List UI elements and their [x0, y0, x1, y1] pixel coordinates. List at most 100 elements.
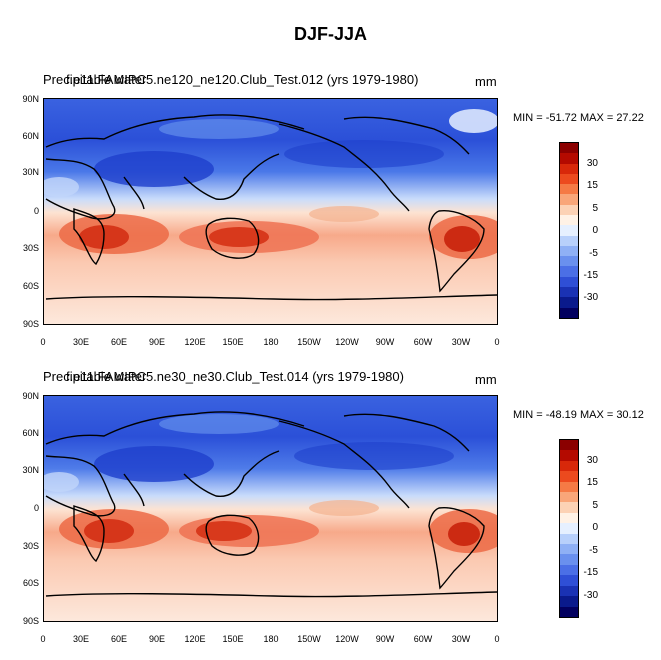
panel-1-lon-tick: 90E: [148, 337, 165, 347]
panel-2-lon-tick: 90W: [375, 634, 395, 644]
colorbar-swatch: [560, 440, 578, 451]
colorbar-swatch: [560, 460, 578, 472]
panel-2-lon-tick: 120E: [184, 634, 206, 644]
panel-1-colorbar-label: -15: [583, 270, 598, 281]
panel-2-lon-tick: 120W: [335, 634, 359, 644]
panel-2-lon-tick: 150W: [297, 634, 321, 644]
panel-1-lon-tick: 90W: [375, 337, 395, 347]
panel-1-lon-tick: 60E: [110, 337, 127, 347]
panel-1-case-label: f.e11.FAMIPC5.ne120_ne120.Club_Test.012 …: [66, 72, 419, 87]
colorbar-swatch: [560, 512, 578, 524]
colorbar-swatch: [560, 153, 578, 164]
panel-2-title: Precipitable water f.e11.FAMIPC5.ne30_ne…: [43, 369, 503, 385]
colorbar-swatch: [560, 471, 578, 482]
panel-1-lon-tick: 150W: [297, 337, 321, 347]
colorbar-swatch: [560, 492, 578, 503]
panel-1-title: Precipitable water f.e11.FAMIPC5.ne120_n…: [43, 72, 503, 88]
colorbar-swatch: [560, 564, 578, 576]
panel-1-lon-tick: 0: [494, 337, 500, 347]
panel-2-lon-tick: 60E: [110, 634, 127, 644]
colorbar-swatch: [560, 575, 578, 586]
colorbar-swatch: [560, 245, 578, 257]
panel-1-colorbar: [559, 142, 579, 319]
colorbar-swatch: [560, 173, 578, 185]
colorbar-swatch: [560, 276, 578, 287]
panel-2-case-label: f.e11.FAMIPC5.ne30_ne30.Club_Test.014 (y…: [66, 369, 404, 384]
colorbar-swatch: [560, 297, 578, 308]
panel-1-lat-tick: 60S: [22, 281, 39, 291]
panel-2-colorbar-label: -15: [583, 567, 598, 578]
panel-2-lat-tick: 60S: [22, 578, 39, 588]
colorbar-swatch: [560, 163, 578, 174]
panel-1-minmax: MIN = -51.72 MAX = 27.22: [513, 112, 644, 124]
panel-2-map: [43, 395, 498, 622]
panel-2-lon-tick: 30W: [451, 634, 471, 644]
panel-1-lon-tick: 0: [40, 337, 46, 347]
panel-1-lon-tick: 30W: [451, 337, 471, 347]
panel-2-colorbar-label: -30: [583, 590, 598, 601]
panel-1-map: [43, 98, 498, 325]
panel-2-lon-tick: 60W: [413, 634, 433, 644]
panel-2-colorbar-label: 0: [592, 522, 598, 533]
colorbar-swatch: [560, 502, 578, 513]
panel-2-lat-tick: 90S: [22, 616, 39, 626]
panel-2-lat-tick: 30S: [22, 541, 39, 551]
panel-2-lat-tick: 90N: [22, 391, 39, 401]
panel-2-minmax: MIN = -48.19 MAX = 30.12: [513, 409, 644, 421]
panel-2-colorbar-label: 5: [592, 500, 598, 511]
panel-1-lat-tick: 90N: [22, 94, 39, 104]
panel-1-lon-tick: 120E: [184, 337, 206, 347]
panel-2-colorbar: [559, 439, 579, 618]
panel-1-lon-tick: 120W: [335, 337, 359, 347]
panel-2-lon-tick: 180: [263, 634, 279, 644]
panel-1-map-svg: [44, 99, 497, 324]
panel-2-lon-tick: 30E: [72, 634, 89, 644]
panel-2-colorbar-label: 15: [586, 477, 598, 488]
panel-1-lon-tick: 30E: [72, 337, 89, 347]
colorbar-swatch: [560, 544, 578, 555]
panel-1-colorbar-label: 30: [586, 158, 598, 169]
colorbar-swatch: [560, 286, 578, 298]
panel-1-units: mm: [475, 74, 497, 89]
colorbar-swatch: [560, 554, 578, 565]
colorbar-swatch: [560, 481, 578, 493]
colorbar-swatch: [560, 266, 578, 277]
colorbar-swatch: [560, 194, 578, 205]
panel-1-lat-tick: 60N: [22, 131, 39, 141]
panel-2-lat-tick: 30N: [22, 465, 39, 475]
panel-2-map-svg: [44, 396, 497, 621]
panel-2-lon-tick: 150E: [222, 634, 244, 644]
colorbar-swatch: [560, 585, 578, 597]
panel-1-colorbar-label: 5: [592, 203, 598, 214]
colorbar-swatch: [560, 225, 578, 236]
colorbar-swatch: [560, 235, 578, 246]
panel-1-lat-tick: 0: [33, 206, 39, 216]
colorbar-swatch: [560, 204, 578, 215]
panel-1-colorbar-label: -5: [589, 248, 598, 259]
colorbar-swatch: [560, 307, 578, 318]
colorbar-swatch: [560, 596, 578, 607]
panel-2-lon-tick: 0: [40, 634, 46, 644]
panel-1-lat-tick: 30S: [22, 243, 39, 253]
panel-2-lat-tick: 0: [33, 503, 39, 513]
colorbar-swatch: [560, 533, 578, 545]
panel-2-variable-label: Precipitable water: [43, 369, 147, 384]
colorbar-swatch: [560, 606, 578, 617]
panel-2-lat-tick: 60N: [22, 428, 39, 438]
panel-1-lat-tick: 90S: [22, 319, 39, 329]
panel-1-lon-tick: 180: [263, 337, 279, 347]
panel-1-colorbar-label: -30: [583, 292, 598, 303]
panel-2-units: mm: [475, 372, 497, 387]
colorbar-swatch: [560, 256, 578, 267]
panel-2-colorbar-label: 30: [586, 455, 598, 466]
panel-1-variable-label: Precipitable water: [43, 72, 147, 87]
colorbar-swatch: [560, 143, 578, 154]
panel-2-lon-tick: 90E: [148, 634, 165, 644]
panel-2-lon-tick: 0: [494, 634, 500, 644]
panel-1-lon-tick: 150E: [222, 337, 244, 347]
figure-title: DJF-JJA: [293, 24, 368, 44]
panel-1-colorbar-label: 15: [586, 180, 598, 191]
panel-1-lat-tick: 30N: [22, 167, 39, 177]
colorbar-swatch: [560, 450, 578, 461]
panel-1-colorbar-label: 0: [592, 225, 598, 236]
